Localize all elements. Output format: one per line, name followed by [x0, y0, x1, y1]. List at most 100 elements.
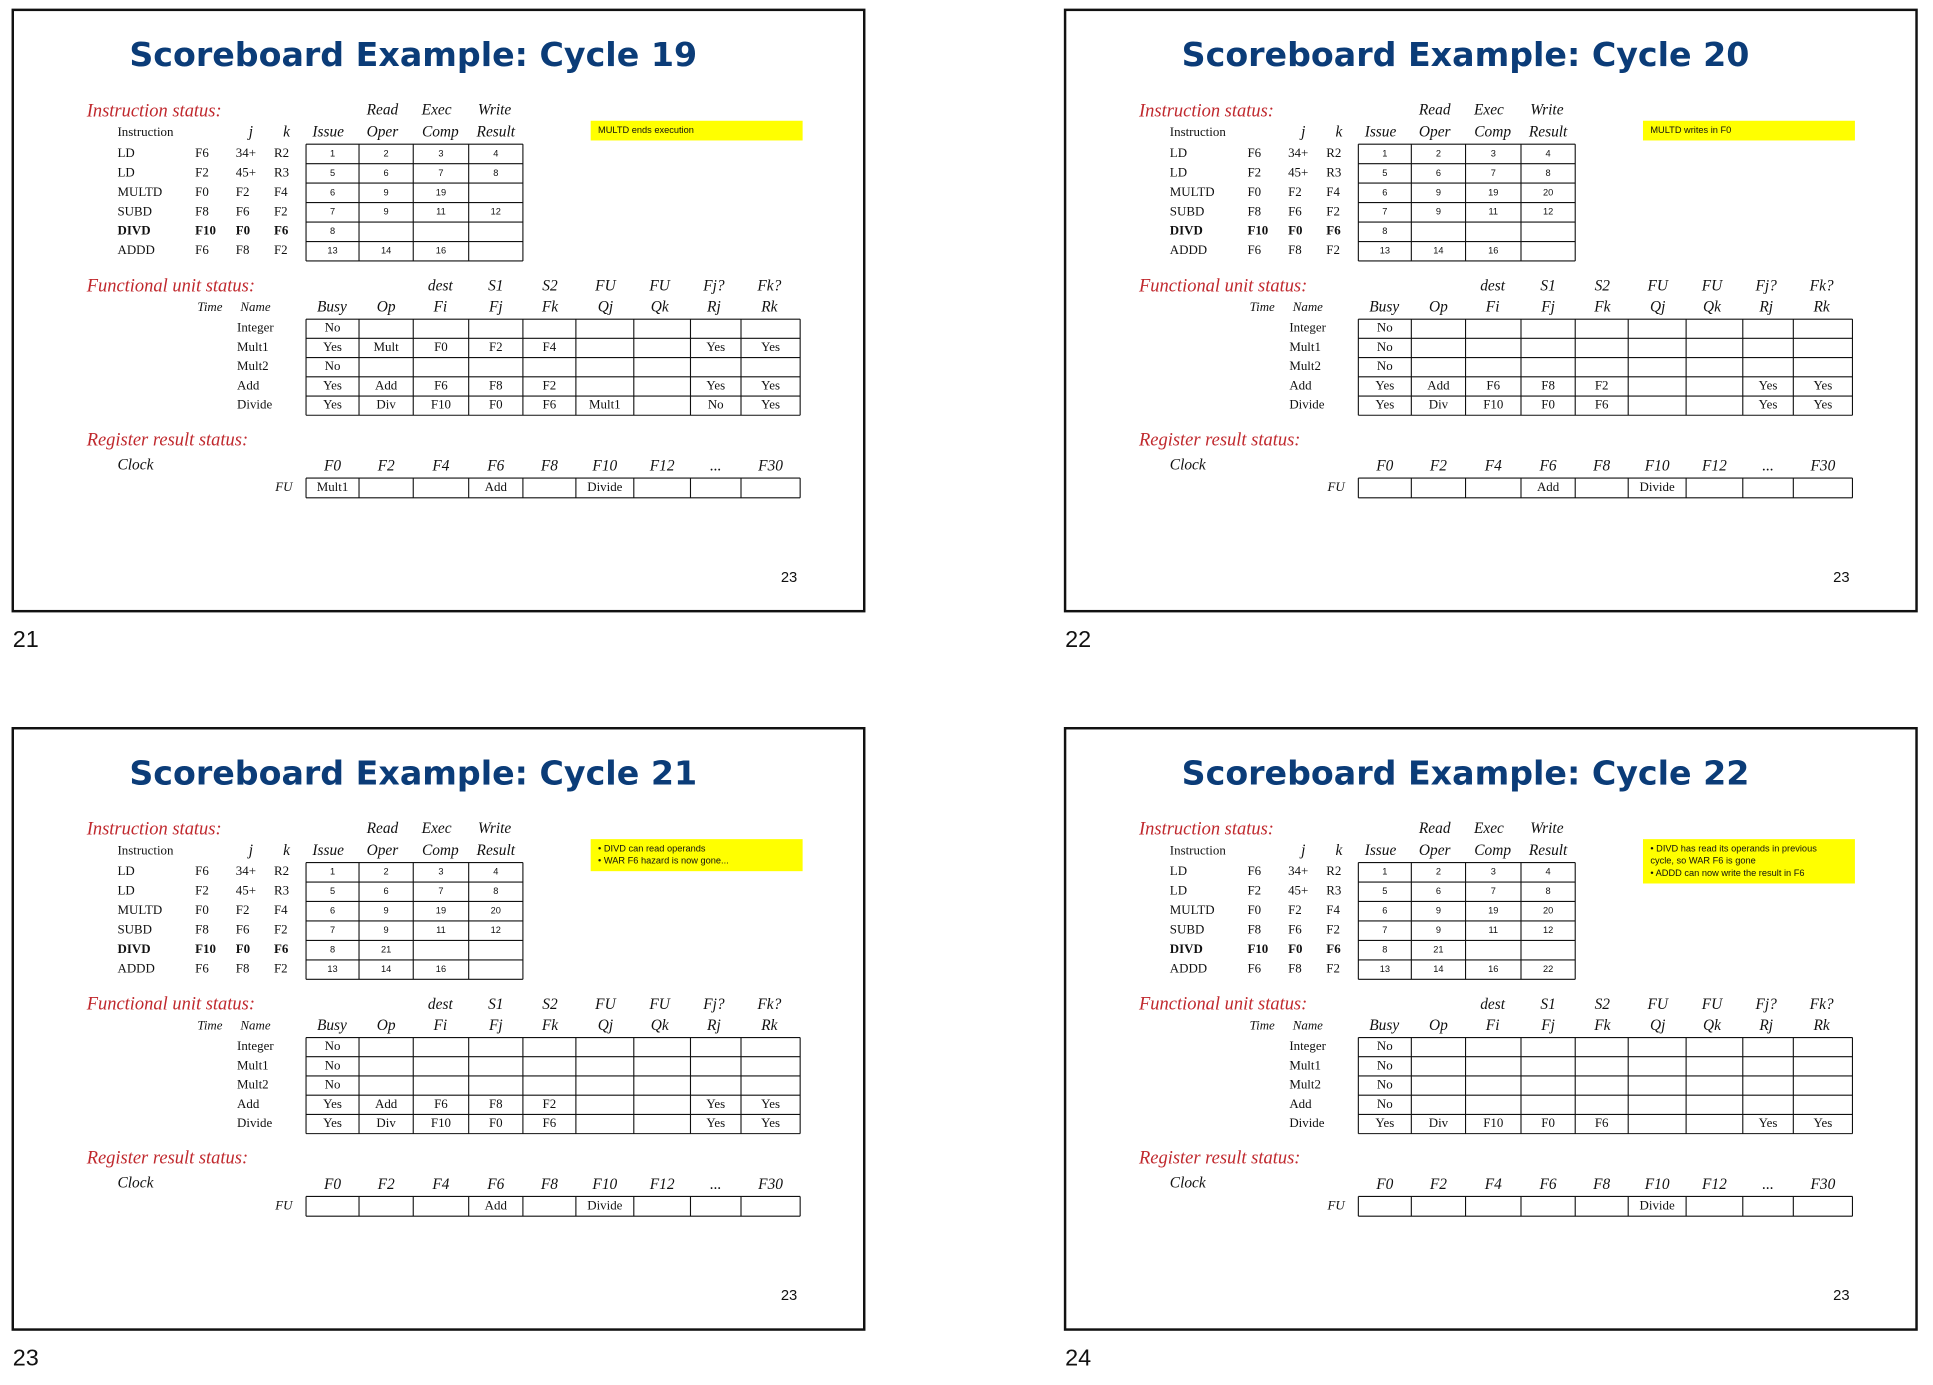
column-header: j: [1299, 124, 1305, 141]
column-header: Read: [366, 101, 399, 118]
column-header: Fj?: [702, 278, 725, 295]
instruction-operand: F2: [195, 883, 209, 898]
instruction-operand: F0: [1247, 184, 1261, 199]
column-header: FU: [648, 996, 670, 1013]
unit-cell: No: [1377, 1057, 1393, 1072]
column-header: Result: [1528, 124, 1568, 141]
column-header: k: [1335, 842, 1343, 859]
status-cell: 16: [436, 246, 446, 256]
column-header: Exec: [421, 820, 452, 837]
unit-cell: No: [1377, 1077, 1393, 1092]
instruction-name: LD: [1170, 883, 1187, 898]
column-header: Issue: [1364, 124, 1397, 141]
column-header: Issue: [1364, 842, 1397, 859]
instruction-operand: F2: [236, 184, 250, 199]
status-cell: 21: [381, 945, 391, 955]
status-cell: 19: [436, 906, 446, 916]
column-header: Fk?: [1809, 996, 1834, 1013]
status-cell: 5: [330, 168, 335, 178]
unit-cell: F6: [1595, 1115, 1609, 1130]
row-header: FU: [274, 479, 294, 494]
column-header: Rk: [1813, 299, 1831, 316]
status-cell: 9: [1436, 187, 1441, 197]
column-header: Fj: [1540, 1017, 1555, 1034]
instruction-name: ADDD: [118, 242, 155, 257]
unit-cell: F6: [1486, 377, 1500, 392]
column-header: Read: [1418, 101, 1451, 118]
instruction-operand: F6: [1247, 242, 1261, 257]
status-cell: 7: [1491, 886, 1496, 896]
column-header: Op: [377, 1017, 396, 1034]
instruction-operand: R3: [274, 164, 289, 179]
column-header: Fk: [1593, 299, 1611, 316]
instruction-operand: F2: [274, 961, 288, 976]
status-cell: 22: [1543, 964, 1553, 974]
status-cell: 6: [1382, 906, 1387, 916]
status-cell: 14: [1433, 964, 1443, 974]
column-header: Fj: [488, 1017, 503, 1034]
column-header: Write: [1530, 820, 1564, 837]
unit-cell: No: [1377, 1096, 1393, 1111]
unit-cell: F8: [1541, 377, 1555, 392]
status-cell: 9: [1436, 906, 1441, 916]
column-header: F2: [377, 458, 395, 475]
status-cell: 12: [1543, 207, 1553, 217]
page-number: 23: [1833, 570, 1849, 586]
column-header: dest: [1480, 996, 1506, 1013]
note-box: [590, 839, 803, 872]
column-header: Oper: [1419, 842, 1452, 859]
unit-cell: F10: [431, 397, 451, 412]
instruction-operand: 34+: [1288, 145, 1308, 160]
note-line: • ADDD can now write the result in F6: [1650, 868, 1804, 878]
column-header: F8: [540, 1176, 558, 1193]
column-header: Qj: [1650, 299, 1665, 316]
status-cell: 7: [330, 207, 335, 217]
instruction-operand: 45+: [236, 164, 256, 179]
note-line: • WAR F6 hazard is now gone...: [598, 856, 729, 866]
column-header: F0: [1375, 1176, 1393, 1193]
instruction-operand: F8: [195, 203, 209, 218]
column-header: Comp: [1474, 124, 1511, 141]
instruction-operand: F6: [1288, 922, 1302, 937]
column-header: Time: [197, 1017, 222, 1032]
unit-cell: Yes: [1759, 377, 1778, 392]
status-cell: 7: [330, 925, 335, 935]
unit-name: Mult2: [1289, 358, 1321, 373]
note-box: [1642, 839, 1855, 884]
column-header: ...: [710, 1176, 722, 1193]
instruction-operand: F2: [1326, 203, 1340, 218]
column-header: F4: [431, 1176, 449, 1193]
column-header: F8: [1592, 458, 1610, 475]
unit-cell: Yes: [323, 1115, 342, 1130]
status-cell: 9: [384, 207, 389, 217]
unit-cell: F0: [1541, 397, 1555, 412]
register-cell: Divide: [587, 479, 622, 494]
unit-cell: Add: [375, 377, 398, 392]
column-header: Result: [476, 124, 516, 141]
unit-cell: F6: [543, 1115, 557, 1130]
status-cell: 5: [1382, 886, 1387, 896]
column-header: Qk: [1703, 299, 1722, 316]
status-cell: 5: [1382, 168, 1387, 178]
status-cell: 13: [1380, 964, 1390, 974]
instruction-operand: F2: [1247, 883, 1261, 898]
column-header: Rj: [1758, 1017, 1773, 1034]
instruction-operand: F4: [274, 184, 288, 199]
status-cell: 1: [330, 148, 335, 158]
unit-cell: F8: [489, 1096, 503, 1111]
instruction-name: LD: [1170, 863, 1187, 878]
column-header: Oper: [367, 124, 400, 141]
status-cell: 7: [1382, 925, 1387, 935]
column-header: Rk: [1813, 1017, 1831, 1034]
instruction-operand: F2: [236, 902, 250, 917]
slide-frame: [11, 727, 866, 1331]
instruction-name: DIVD: [118, 223, 151, 238]
status-cell: 1: [330, 867, 335, 877]
unit-cell: Yes: [706, 377, 725, 392]
status-cell: 6: [384, 886, 389, 896]
unit-cell: Yes: [761, 1115, 780, 1130]
row-header: FU: [1327, 1197, 1347, 1212]
instruction-operand: F6: [1247, 961, 1261, 976]
column-header: Fk?: [756, 996, 781, 1013]
